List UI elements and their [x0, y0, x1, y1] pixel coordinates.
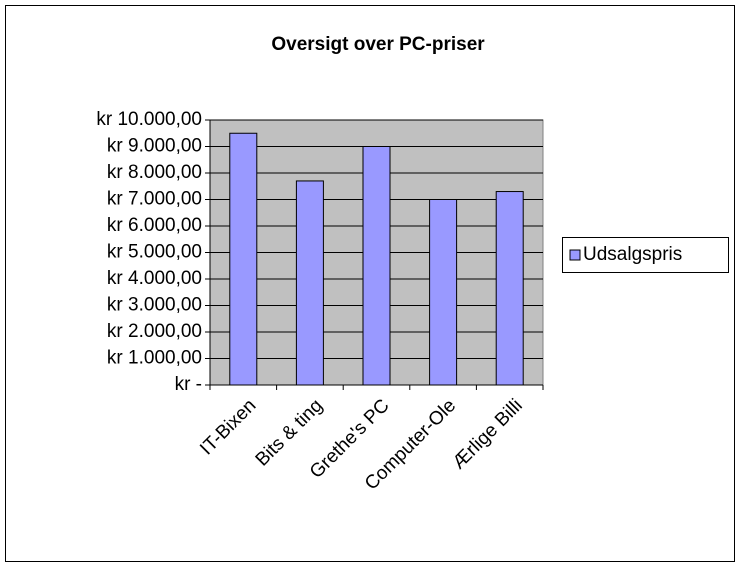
y-tick-label: kr 7.000,00: [107, 189, 202, 210]
legend-label: Udsalgspris: [583, 244, 682, 265]
chart-title: Oversigt over PC-priser: [271, 34, 485, 55]
y-tick-label: kr 3.000,00: [107, 295, 202, 316]
bar: [495, 191, 524, 386]
legend-box: [562, 237, 729, 273]
bar: [229, 132, 258, 386]
y-tick-label: kr 8.000,00: [107, 162, 202, 183]
bar: [429, 199, 458, 386]
y-tick-label: kr 1.000,00: [107, 348, 202, 369]
bar: [362, 146, 391, 386]
y-tick-label: kr 9.000,00: [107, 136, 202, 157]
y-tick-label: kr 4.000,00: [107, 268, 202, 289]
bar: [295, 180, 324, 386]
y-tick-label: kr 2.000,00: [107, 321, 202, 342]
y-tick-label: kr -: [175, 374, 202, 395]
legend-swatch: [569, 249, 581, 261]
y-tick-label: kr 5.000,00: [107, 242, 202, 263]
y-tick-label: kr 10.000,00: [96, 109, 202, 130]
y-tick-label: kr 6.000,00: [107, 215, 202, 236]
